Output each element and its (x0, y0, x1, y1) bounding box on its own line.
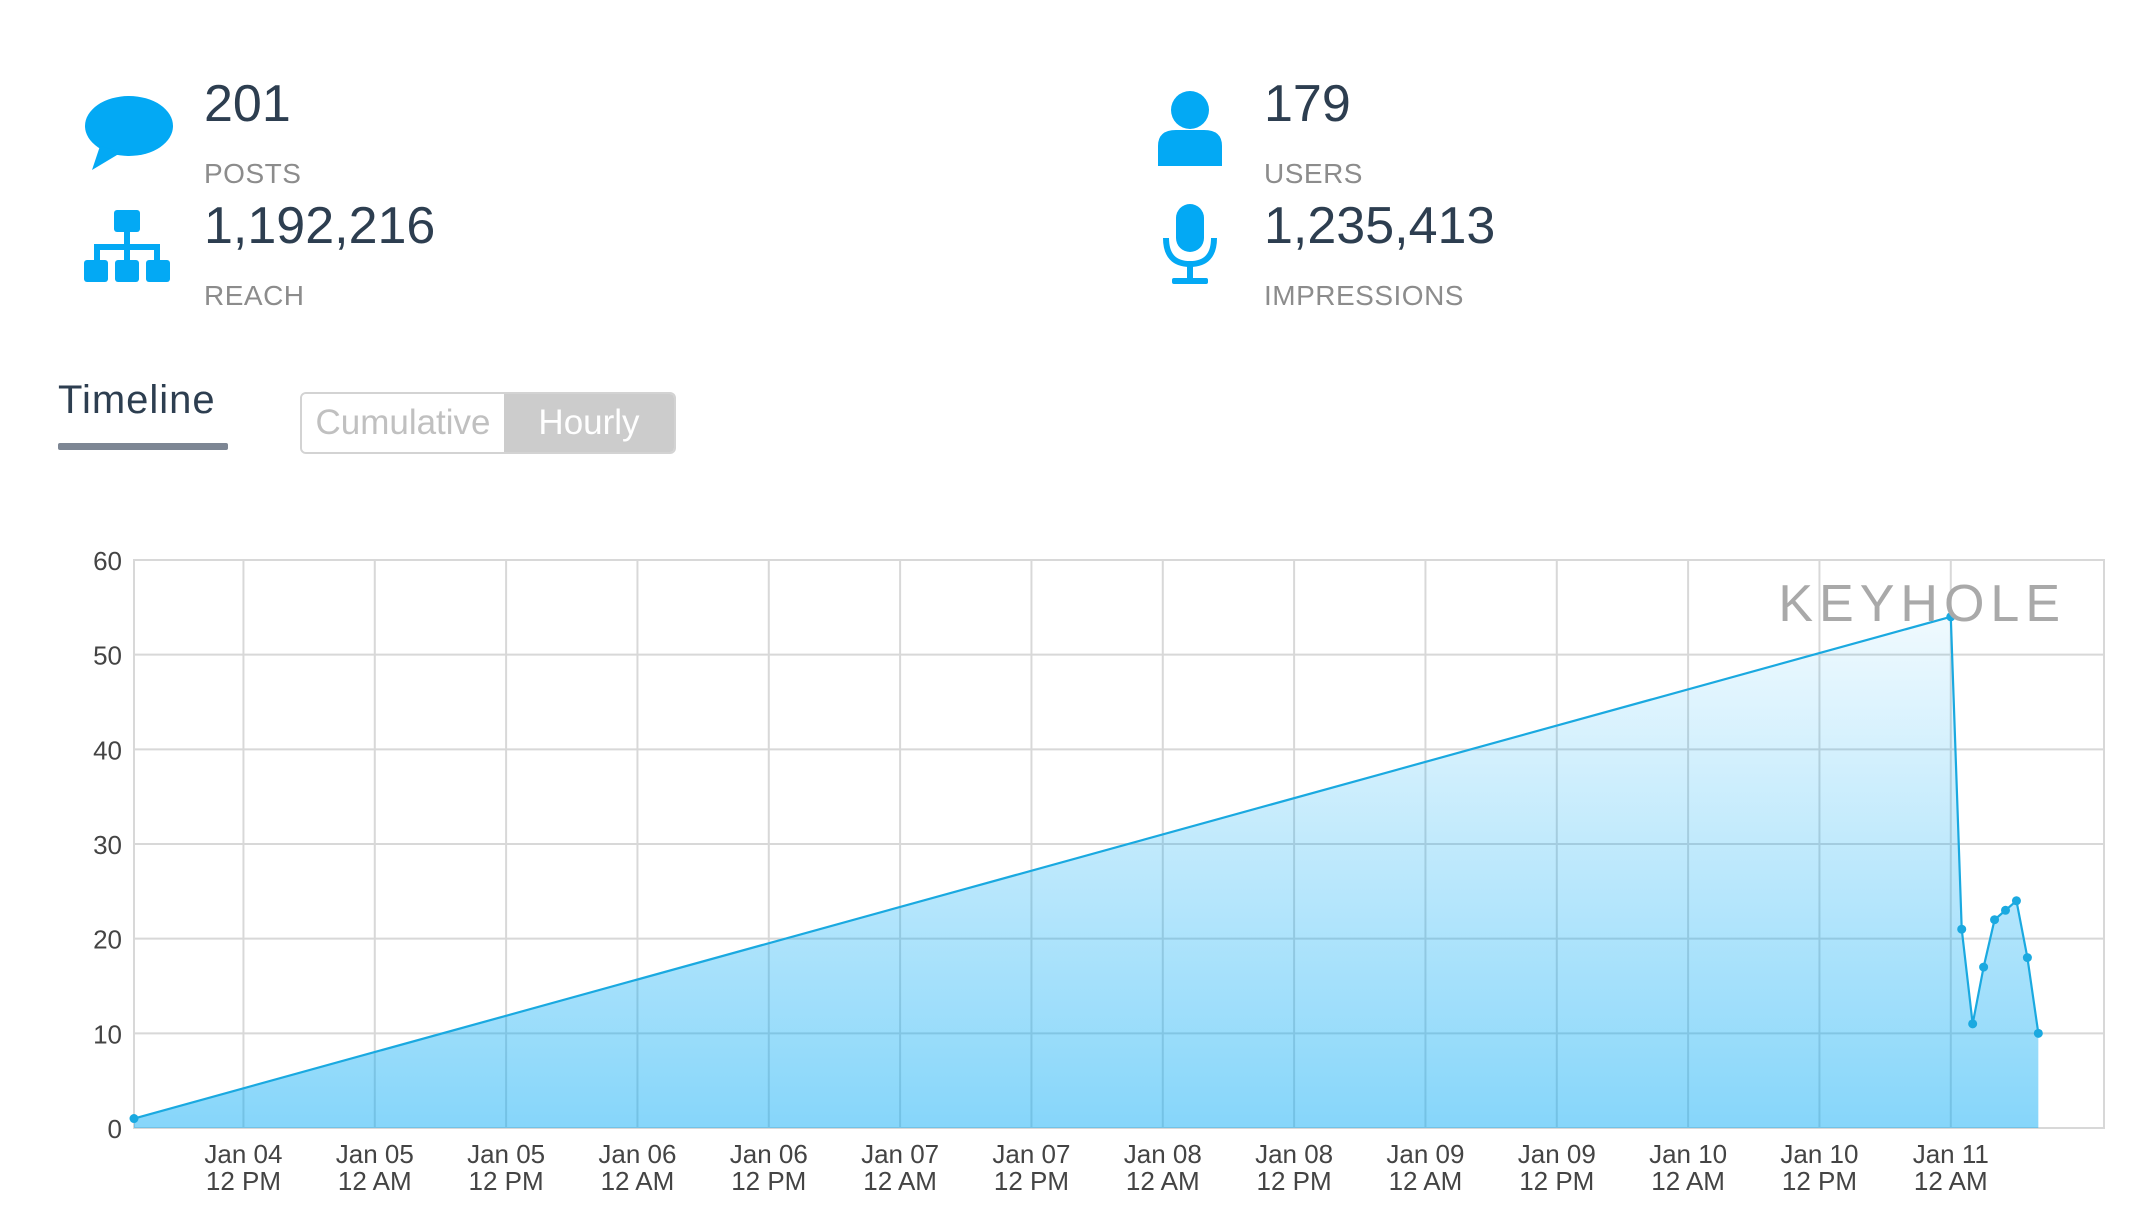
x-tick-label: 12 AM (338, 1166, 412, 1196)
tab-timeline-underline (58, 443, 228, 450)
speech-bubble-icon (82, 94, 176, 177)
keyhole-watermark: KEYHOLE (1778, 575, 2066, 633)
y-tick-label: 40 (93, 735, 122, 765)
x-tick-label: 12 PM (731, 1166, 806, 1196)
data-point[interactable] (2011, 896, 2021, 906)
x-tick-label: 12 PM (1257, 1166, 1332, 1196)
x-tick-label: Jan 09 (1386, 1139, 1464, 1169)
y-tick-label: 0 (108, 1114, 122, 1144)
y-tick-label: 50 (93, 641, 122, 671)
x-tick-label: 12 AM (1126, 1166, 1200, 1196)
user-icon (1156, 90, 1224, 171)
x-tick-label: Jan 09 (1518, 1139, 1596, 1169)
x-tick-label: 12 PM (469, 1166, 544, 1196)
series-line (133, 615, 2040, 1120)
y-tick-label: 60 (93, 546, 122, 576)
x-tick-label: 12 AM (1389, 1166, 1463, 1196)
tab-timeline[interactable]: Timeline (58, 378, 216, 422)
x-tick-label: Jan 10 (1649, 1139, 1727, 1169)
x-tick-label: 12 PM (994, 1166, 1069, 1196)
data-point[interactable] (1968, 1019, 1978, 1029)
x-tick-label: Jan 06 (598, 1139, 676, 1169)
data-point[interactable] (129, 1114, 139, 1124)
posts-label: POSTS (204, 158, 302, 189)
x-tick-label: Jan 06 (730, 1139, 808, 1169)
reach-value: 1,192,216 (204, 197, 436, 255)
users-label: USERS (1264, 158, 1363, 189)
x-tick-label: 12 AM (1651, 1166, 1725, 1196)
toggle-cumulative-button[interactable]: Cumulative (302, 394, 504, 452)
x-tick-label: 12 PM (1519, 1166, 1594, 1196)
data-point[interactable] (2033, 1028, 2043, 1038)
x-tick-label: Jan 05 (467, 1139, 545, 1169)
x-tick-label: Jan 07 (992, 1139, 1070, 1169)
data-point[interactable] (1957, 924, 1967, 934)
x-tick-label: Jan 07 (861, 1139, 939, 1169)
x-tick-label: Jan 08 (1255, 1139, 1333, 1169)
impressions-value: 1,235,413 (1264, 197, 1496, 255)
microphone-icon (1160, 204, 1220, 291)
toggle-hourly-button[interactable]: Hourly (504, 394, 674, 452)
x-tick-label: Jan 10 (1780, 1139, 1858, 1169)
x-tick-label: Jan 11 (1913, 1139, 1989, 1169)
data-point[interactable] (2022, 953, 2032, 963)
x-tick-label: Jan 04 (204, 1139, 282, 1169)
x-tick-label: 12 PM (1782, 1166, 1857, 1196)
x-tick-label: Jan 05 (336, 1139, 414, 1169)
sitemap-icon (84, 210, 170, 289)
reach-label: REACH (204, 280, 305, 311)
y-tick-label: 30 (93, 830, 122, 860)
data-point[interactable] (2001, 905, 2010, 915)
x-tick-label: 12 AM (1914, 1166, 1988, 1196)
x-tick-label: 12 AM (601, 1166, 675, 1196)
impressions-label: IMPRESSIONS (1264, 280, 1464, 311)
x-tick-label: Jan 08 (1124, 1139, 1202, 1169)
users-value: 179 (1264, 75, 1351, 133)
x-tick-label: 12 PM (206, 1166, 281, 1196)
data-point[interactable] (1946, 612, 1956, 622)
y-tick-label: 10 (93, 1019, 122, 1049)
view-toggle: Cumulative Hourly (300, 392, 676, 454)
x-tick-label: 12 AM (863, 1166, 937, 1196)
watermark-text: KEYHOLE (1778, 575, 2066, 633)
y-tick-label: 20 (93, 925, 122, 955)
posts-value: 201 (204, 75, 291, 133)
data-point[interactable] (1979, 962, 1989, 972)
data-point[interactable] (1990, 915, 2000, 925)
series-area (134, 616, 2039, 1128)
